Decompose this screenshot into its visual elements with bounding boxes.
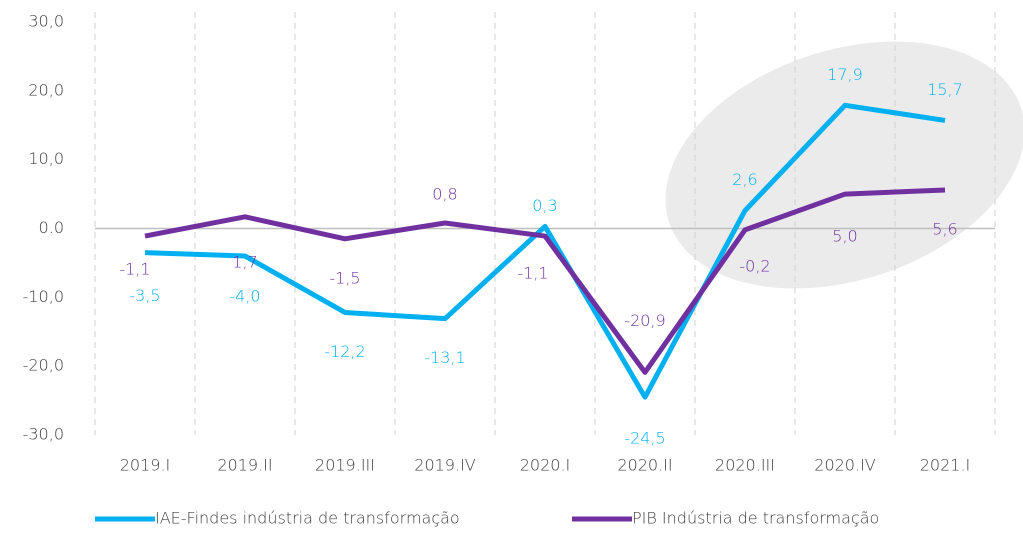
y-tick-label: 10,0 xyxy=(28,149,64,168)
data-label: -24,5 xyxy=(624,429,665,448)
data-label: -3,5 xyxy=(129,286,160,305)
x-tick-label: 2021.I xyxy=(920,456,971,475)
legend-label: PIB Indústria de transformação xyxy=(632,509,879,528)
x-tick-label: 2020.III xyxy=(715,456,775,475)
data-label: 0,3 xyxy=(532,196,557,215)
legend-label: IAE-Findes indústria de transformação xyxy=(155,509,460,528)
data-label: -20,9 xyxy=(624,311,665,330)
data-label: -0,2 xyxy=(739,256,770,275)
x-tick-label: 2019.IV xyxy=(414,456,476,475)
y-tick-label: 0.0 xyxy=(39,218,64,237)
x-tick-label: 2020.IV xyxy=(814,456,876,475)
data-label: -1,5 xyxy=(329,268,360,287)
line-0 xyxy=(144,102,946,400)
line-1 xyxy=(144,187,946,375)
x-tick-label: 2020.I xyxy=(520,456,571,475)
x-tick-label: 2019.III xyxy=(315,456,375,475)
y-tick-label: -30,0 xyxy=(23,425,64,444)
data-label: 15,7 xyxy=(927,80,963,99)
data-label: 5,6 xyxy=(932,219,957,238)
data-label: 1,7 xyxy=(232,252,257,271)
y-tick-label: 20,0 xyxy=(28,80,64,99)
y-tick-label: -20,0 xyxy=(23,356,64,375)
x-tick-label: 2019.II xyxy=(217,456,272,475)
data-label: 0,8 xyxy=(432,184,457,203)
x-tick-label: 2020.II xyxy=(617,456,672,475)
data-label: -4,0 xyxy=(229,287,260,306)
highlight xyxy=(665,41,1023,289)
data-label: -12,2 xyxy=(324,342,365,361)
data-label: -1,1 xyxy=(517,264,548,283)
data-label: 2,6 xyxy=(732,170,757,189)
y-tick-label: 30,0 xyxy=(28,12,64,31)
data-label: 17,9 xyxy=(827,65,863,84)
y-tick-label: -10,0 xyxy=(23,287,64,306)
data-label: 5,0 xyxy=(832,227,857,246)
data-label: -13,1 xyxy=(424,348,465,367)
x-tick-label: 2019.I xyxy=(120,456,171,475)
data-label: -1,1 xyxy=(119,260,150,279)
